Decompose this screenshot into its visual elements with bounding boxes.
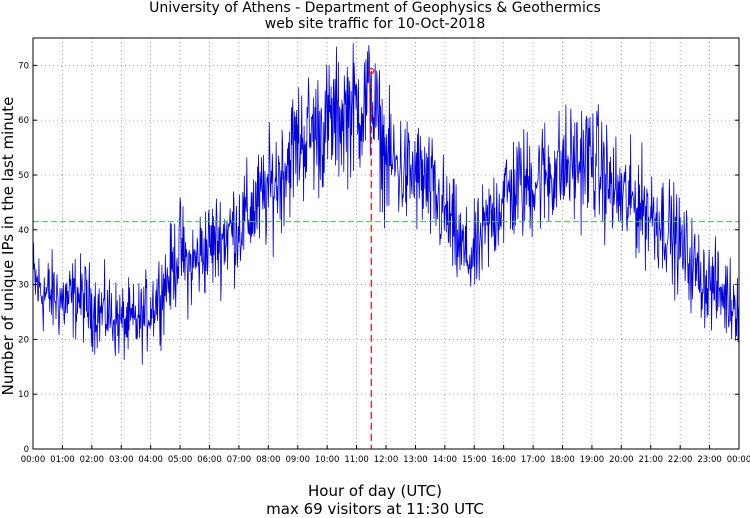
x-tick-label: 20:00: [609, 455, 634, 465]
x-tick-label: 19:00: [580, 455, 605, 465]
grid-lines: [33, 38, 739, 449]
x-tick-label: 00:00: [21, 455, 46, 465]
overlay-layer: [33, 67, 739, 449]
x-tick-label: 07:00: [227, 455, 252, 465]
chart-title: University of Athens - Department of Geo…: [149, 0, 601, 16]
x-tick-label: 01:00: [50, 455, 75, 465]
x-tick-label: 08:00: [256, 455, 281, 465]
x-tick-label: 05:00: [168, 455, 193, 465]
y-tick-label: 60: [18, 116, 29, 126]
x-tick-label: 12:00: [374, 455, 399, 465]
max-point-marker: [368, 67, 375, 74]
x-tick-label: 11:00: [344, 455, 369, 465]
y-tick-label: 10: [18, 390, 29, 400]
max-visitors-caption: max 69 visitors at 11:30 UTC: [266, 500, 484, 518]
axis-ticks: 00:00 01:00 02:00 03:00 04:00 05:00 06:00 07:00…: [18, 61, 750, 465]
series-line: [32, 43, 740, 365]
x-tick-label: 03:00: [109, 455, 134, 465]
x-tick-label: 14:00: [433, 455, 458, 465]
x-tick-label: 04:00: [138, 455, 163, 465]
plot-frame: [32, 37, 740, 450]
x-tick-label: 15:00: [462, 455, 487, 465]
y-tick-label: 20: [18, 335, 29, 345]
x-tick-label: 02:00: [80, 455, 105, 465]
chart-subtitle: web site traffic for 10-Oct-2018: [264, 16, 486, 32]
x-tick-label: 13:00: [403, 455, 428, 465]
series-layer: [32, 43, 740, 365]
x-tick-label: 16:00: [491, 455, 516, 465]
x-tick-label: 18:00: [550, 455, 575, 465]
x-tick-label: 00:00: [727, 455, 750, 465]
x-tick-label: 17:00: [521, 455, 546, 465]
x-tick-label: 22:00: [668, 455, 693, 465]
x-tick-label: 09:00: [286, 455, 311, 465]
x-tick-label: 23:00: [697, 455, 722, 465]
y-tick-label: 70: [18, 61, 29, 71]
x-tick-label: 10:00: [315, 455, 340, 465]
x-axis-label: Hour of day (UTC): [308, 482, 442, 500]
y-tick-label: 50: [18, 171, 29, 181]
x-tick-label: 21:00: [639, 455, 664, 465]
y-tick-label: 30: [18, 281, 29, 291]
y-axis-label: Number of unique IPs in the last minute: [0, 96, 17, 396]
y-tick-label: 40: [18, 226, 29, 236]
y-tick-label: 0: [24, 445, 29, 455]
x-tick-label: 06:00: [197, 455, 222, 465]
